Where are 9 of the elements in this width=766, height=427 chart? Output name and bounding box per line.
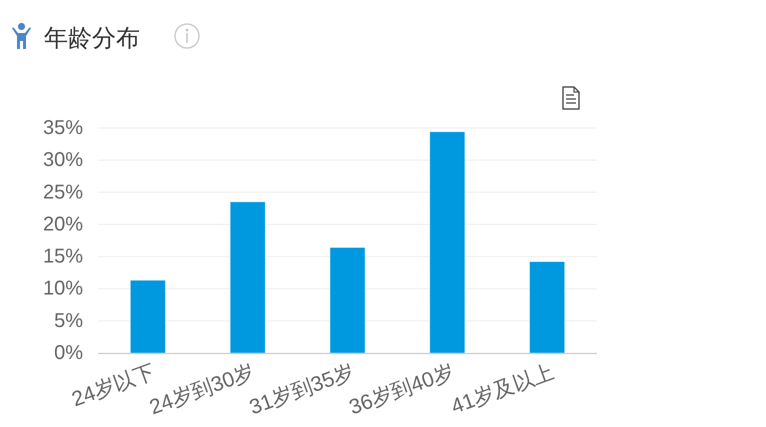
y-tick-label: 5% [54,310,84,332]
y-tick-label: 20% [42,213,84,236]
title: 年龄分布 [44,25,140,52]
y-tick-label: 30% [42,149,84,172]
y-tick-label: 10% [42,278,84,300]
y-tick-label: 0% [54,342,84,364]
y-tick-label: 25% [42,181,84,204]
y-tick-label: 15% [42,246,84,268]
y-tick-label: 35% [42,117,84,139]
